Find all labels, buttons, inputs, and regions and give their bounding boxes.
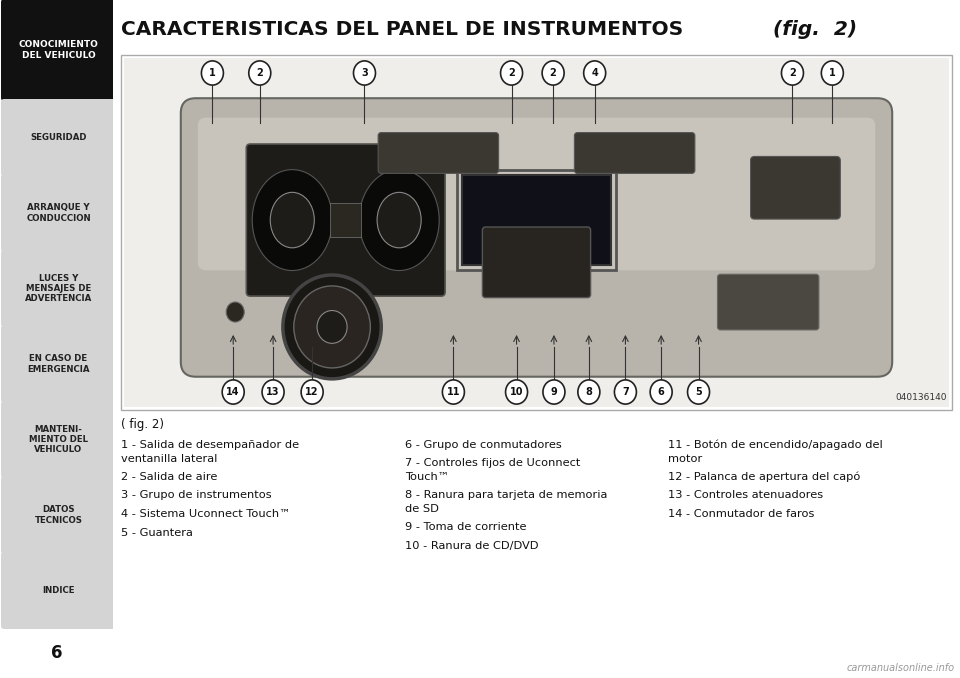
FancyBboxPatch shape xyxy=(198,118,876,271)
Text: 8 - Ranura para tarjeta de memoria: 8 - Ranura para tarjeta de memoria xyxy=(405,490,608,500)
Text: 2: 2 xyxy=(508,68,515,78)
FancyBboxPatch shape xyxy=(482,227,590,298)
FancyBboxPatch shape xyxy=(180,98,892,377)
FancyBboxPatch shape xyxy=(1,476,116,553)
Ellipse shape xyxy=(781,61,804,85)
FancyBboxPatch shape xyxy=(1,99,116,176)
Text: 040136140: 040136140 xyxy=(896,393,947,402)
FancyBboxPatch shape xyxy=(1,401,116,478)
Text: 2: 2 xyxy=(256,68,263,78)
Text: carmanualsonline.info: carmanualsonline.info xyxy=(847,663,955,673)
Text: ARRANQUE Y
CONDUCCION: ARRANQUE Y CONDUCCION xyxy=(26,203,91,223)
Text: 2 - Salida de aire: 2 - Salida de aire xyxy=(121,472,217,482)
Text: 6: 6 xyxy=(51,644,62,662)
Text: DATOS
TECNICOS: DATOS TECNICOS xyxy=(35,505,83,525)
Ellipse shape xyxy=(294,286,371,368)
FancyBboxPatch shape xyxy=(574,133,695,174)
Text: INDICE: INDICE xyxy=(42,586,75,595)
Ellipse shape xyxy=(222,380,244,404)
Text: 11 - Botón de encendido/apagado del: 11 - Botón de encendido/apagado del xyxy=(668,440,882,450)
Ellipse shape xyxy=(584,61,606,85)
Text: 10 - Ranura de CD/DVD: 10 - Ranura de CD/DVD xyxy=(405,541,539,551)
FancyBboxPatch shape xyxy=(1,325,116,403)
Text: 9: 9 xyxy=(551,387,558,397)
Text: Touch™: Touch™ xyxy=(405,472,449,482)
Ellipse shape xyxy=(578,380,600,404)
Ellipse shape xyxy=(687,380,709,404)
Text: 2: 2 xyxy=(789,68,796,78)
Text: 2: 2 xyxy=(550,68,557,78)
Ellipse shape xyxy=(614,380,636,404)
Ellipse shape xyxy=(301,380,324,404)
Bar xyxy=(124,58,949,407)
Text: SEGURIDAD: SEGURIDAD xyxy=(31,133,86,142)
Text: 8: 8 xyxy=(586,387,592,397)
FancyBboxPatch shape xyxy=(247,144,445,296)
Text: 5: 5 xyxy=(695,387,702,397)
Text: 1: 1 xyxy=(829,68,836,78)
Ellipse shape xyxy=(252,170,332,271)
Text: 9 - Toma de corriente: 9 - Toma de corriente xyxy=(405,523,527,532)
Ellipse shape xyxy=(443,380,465,404)
Text: 1: 1 xyxy=(209,68,216,78)
Text: 14: 14 xyxy=(227,387,240,397)
Text: 5 - Guantera: 5 - Guantera xyxy=(121,527,193,538)
Text: 6: 6 xyxy=(658,387,664,397)
Text: 14 - Conmutador de faros: 14 - Conmutador de faros xyxy=(668,509,814,519)
Ellipse shape xyxy=(650,380,672,404)
Ellipse shape xyxy=(302,302,321,322)
Text: de SD: de SD xyxy=(405,504,439,514)
Ellipse shape xyxy=(543,380,564,404)
Text: MANTENI-
MIENTO DEL
VEHICULO: MANTENI- MIENTO DEL VEHICULO xyxy=(29,424,88,454)
Bar xyxy=(462,176,612,265)
Text: CONOCIMIENTO
DEL VEHICULO: CONOCIMIENTO DEL VEHICULO xyxy=(18,40,99,60)
Text: 3: 3 xyxy=(361,68,368,78)
Ellipse shape xyxy=(822,61,843,85)
Text: motor: motor xyxy=(668,454,702,464)
Bar xyxy=(330,203,361,237)
Text: CARACTERISTICAS DEL PANEL DE INSTRUMENTOS: CARACTERISTICAS DEL PANEL DE INSTRUMENTO… xyxy=(121,20,690,39)
Ellipse shape xyxy=(202,61,224,85)
Text: 1 - Salida de desempañador de: 1 - Salida de desempañador de xyxy=(121,440,300,450)
Text: 7: 7 xyxy=(622,387,629,397)
Ellipse shape xyxy=(353,61,375,85)
Text: 4: 4 xyxy=(591,68,598,78)
Ellipse shape xyxy=(359,170,439,271)
Text: 12 - Palanca de apertura del capó: 12 - Palanca de apertura del capó xyxy=(668,472,860,483)
Ellipse shape xyxy=(500,61,522,85)
Text: 11: 11 xyxy=(446,387,460,397)
Text: 7 - Controles fijos de Uconnect: 7 - Controles fijos de Uconnect xyxy=(405,458,581,468)
Text: EN CASO DE
EMERGENCIA: EN CASO DE EMERGENCIA xyxy=(27,355,89,374)
Text: 12: 12 xyxy=(305,387,319,397)
Text: 13: 13 xyxy=(266,387,279,397)
FancyBboxPatch shape xyxy=(717,274,819,330)
Text: 4 - Sistema Uconnect Touch™: 4 - Sistema Uconnect Touch™ xyxy=(121,509,291,519)
Bar xyxy=(457,170,616,270)
Ellipse shape xyxy=(317,311,348,343)
Text: ( fig. 2): ( fig. 2) xyxy=(121,418,164,431)
FancyBboxPatch shape xyxy=(1,174,116,252)
Text: 6 - Grupo de conmutadores: 6 - Grupo de conmutadores xyxy=(405,440,562,450)
Text: (fig.  2): (fig. 2) xyxy=(773,20,857,39)
FancyBboxPatch shape xyxy=(751,157,840,219)
FancyBboxPatch shape xyxy=(378,133,498,174)
Text: ventanilla lateral: ventanilla lateral xyxy=(121,454,217,464)
Ellipse shape xyxy=(542,61,564,85)
FancyBboxPatch shape xyxy=(1,0,116,101)
Ellipse shape xyxy=(271,193,314,248)
Ellipse shape xyxy=(283,275,381,379)
Text: 13 - Controles atenuadores: 13 - Controles atenuadores xyxy=(668,490,823,500)
Text: 3 - Grupo de instrumentos: 3 - Grupo de instrumentos xyxy=(121,490,272,500)
Ellipse shape xyxy=(249,61,271,85)
Ellipse shape xyxy=(227,302,244,322)
Ellipse shape xyxy=(262,380,284,404)
Bar xyxy=(121,55,952,410)
FancyBboxPatch shape xyxy=(1,250,116,327)
FancyBboxPatch shape xyxy=(1,552,116,629)
Text: LUCES Y
MENSAJES DE
ADVERTENCIA: LUCES Y MENSAJES DE ADVERTENCIA xyxy=(25,274,92,304)
Ellipse shape xyxy=(377,193,421,248)
Text: 10: 10 xyxy=(510,387,523,397)
Ellipse shape xyxy=(506,380,528,404)
